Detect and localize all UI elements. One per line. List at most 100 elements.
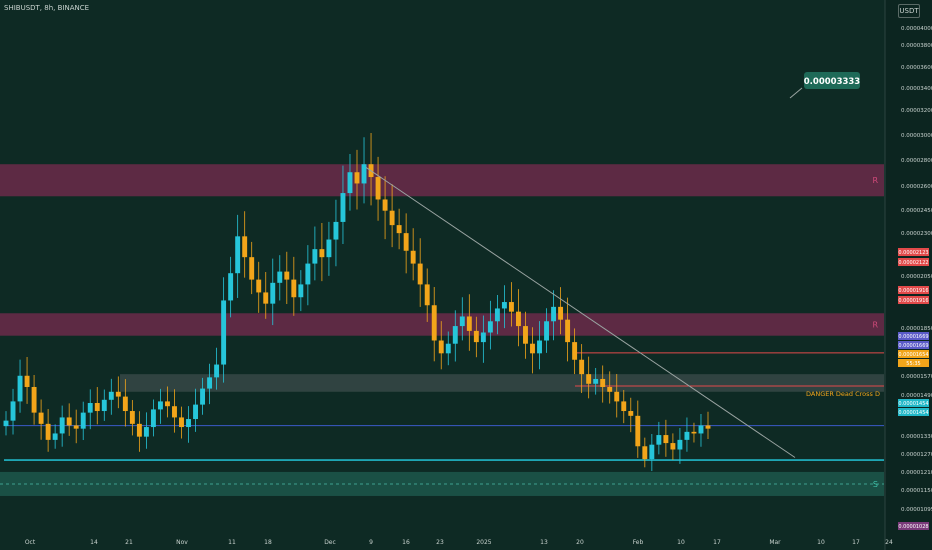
candle-body <box>228 273 234 301</box>
x-tick-label: Feb <box>633 539 644 546</box>
x-tick-label: 9 <box>369 539 373 546</box>
candle-body <box>473 330 479 343</box>
candle-body <box>677 439 683 450</box>
candle-body <box>628 411 634 416</box>
x-tick-label: 13 <box>540 539 548 546</box>
candle-body <box>277 271 283 283</box>
candle-body <box>544 321 549 341</box>
resistance-label: R <box>872 176 878 185</box>
candle-body <box>38 412 44 424</box>
currency-button[interactable]: USDT <box>898 4 920 18</box>
y-tick-label: 0.00004000 <box>901 26 932 32</box>
y-tick-label: 0.00001490 <box>901 393 932 399</box>
x-tick-label: 20 <box>576 539 584 546</box>
candle-body <box>115 391 121 397</box>
candle-body <box>361 164 367 184</box>
x-tick-label: 11 <box>228 539 236 546</box>
candle-body <box>73 425 79 429</box>
y-tick-label: 0.00001150 <box>901 488 932 494</box>
y-tick-label: 0.00002600 <box>901 184 932 190</box>
y-tick-label: 0.00003000 <box>901 133 932 139</box>
price-tag-label: 0.00001454 <box>898 410 928 416</box>
candle-body <box>382 199 388 211</box>
price-tag <box>898 332 929 340</box>
candle-body <box>312 249 318 264</box>
price-tag <box>898 296 929 304</box>
candle-body <box>193 404 198 420</box>
price-tag-label: 0.00001916 <box>898 288 928 294</box>
price-tag <box>898 359 929 367</box>
candle-body <box>698 425 704 434</box>
candle-body <box>417 263 423 285</box>
candle-body <box>466 316 472 331</box>
candle-body <box>684 431 690 440</box>
candle-body <box>396 225 402 234</box>
candle-body <box>298 284 304 298</box>
price-tag-label: 0.00002123 <box>898 250 928 256</box>
candle-body <box>263 292 269 304</box>
candle-body <box>256 279 262 293</box>
candle-body <box>221 300 227 365</box>
candle-body <box>508 302 514 312</box>
price-tag <box>898 258 929 266</box>
price-tag <box>898 248 929 256</box>
candle-body <box>207 377 213 389</box>
y-tick-label: 0.00003600 <box>901 65 932 71</box>
y-tick-label: 0.00002450 <box>901 208 932 214</box>
candle-body <box>242 236 248 258</box>
x-tick-label: 23 <box>436 539 444 546</box>
candle-body <box>424 284 430 306</box>
price-tag-label: 0.00002122 <box>898 260 928 266</box>
candle-body <box>284 271 290 280</box>
symbol-label: SHIBUSDT, 8h, BINANCE <box>4 4 90 12</box>
danger-label: DANGER Dead Cross D <box>806 390 880 398</box>
price-tag-label: 55:35 <box>906 361 920 367</box>
candle-body <box>249 257 255 280</box>
y-tick-label: 0.00001850 <box>901 326 932 332</box>
x-tick-label: 17 <box>852 539 860 546</box>
candle-body <box>459 316 465 327</box>
candle-body <box>452 326 458 344</box>
candle-body <box>347 172 353 194</box>
candle-body <box>501 302 507 309</box>
callout-label: 0.00003333 <box>804 77 861 87</box>
candle-body <box>66 417 72 426</box>
candle-body <box>94 403 100 412</box>
candle-body <box>165 401 170 407</box>
candle-body <box>431 305 437 341</box>
candle-body <box>129 411 135 424</box>
candle-body <box>179 417 184 428</box>
candle-body <box>445 343 451 354</box>
candle-body <box>642 446 648 460</box>
candle-body <box>101 399 107 412</box>
price-tag <box>898 286 929 294</box>
candle-body <box>523 326 528 344</box>
candle-body <box>186 419 191 428</box>
candle-body <box>410 250 416 264</box>
x-tick-label: Oct <box>25 539 36 546</box>
candle-body <box>494 308 500 322</box>
candle-body <box>87 403 93 413</box>
resistance-zone <box>0 164 884 197</box>
price-tag-label: 0.00001454 <box>898 401 928 407</box>
x-tick-label: Nov <box>176 539 188 546</box>
candle-body <box>438 340 444 354</box>
candle-body <box>354 172 360 184</box>
candle-body <box>305 263 311 285</box>
candle-body <box>214 364 220 378</box>
candle-body <box>52 433 58 440</box>
trend-line <box>365 167 796 458</box>
candle-body <box>10 401 16 421</box>
y-tick-label: 0.00002050 <box>901 274 932 280</box>
candle-body <box>670 443 676 450</box>
x-tick-label: 21 <box>125 539 133 546</box>
price-tag-label: 0.00001916 <box>898 298 928 304</box>
candle-body <box>551 306 557 322</box>
y-tick-label: 0.00001095 <box>901 507 932 513</box>
x-tick-label: 18 <box>264 539 272 546</box>
candle-body <box>143 427 149 437</box>
candle-body <box>45 423 51 440</box>
candle-body <box>172 406 177 418</box>
price-tag-label: 0.00001669 <box>898 343 928 349</box>
